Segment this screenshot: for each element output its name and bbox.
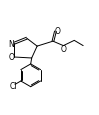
Text: O: O: [8, 53, 14, 62]
Text: N: N: [9, 39, 14, 48]
Text: Cl: Cl: [9, 81, 17, 90]
Text: O: O: [54, 27, 60, 36]
Text: O: O: [61, 45, 67, 53]
